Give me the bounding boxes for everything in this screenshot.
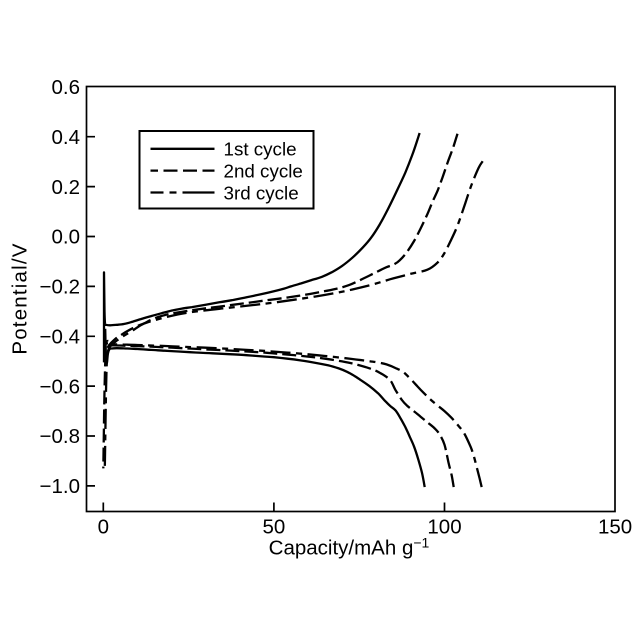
svg-text:−0.8: −0.8: [40, 425, 80, 448]
svg-text:0.6: 0.6: [52, 76, 81, 99]
svg-text:0.0: 0.0: [52, 226, 81, 249]
svg-text:50: 50: [262, 516, 285, 539]
svg-text:1st cycle: 1st cycle: [224, 139, 297, 160]
svg-text:100: 100: [427, 516, 461, 539]
svg-text:0: 0: [98, 516, 109, 539]
svg-text:0.4: 0.4: [52, 126, 81, 149]
svg-text:−0.6: −0.6: [40, 375, 80, 398]
svg-text:−0.4: −0.4: [40, 326, 80, 349]
svg-text:−1.0: −1.0: [40, 475, 80, 498]
svg-text:3rd cycle: 3rd cycle: [224, 182, 299, 203]
svg-text:150: 150: [598, 516, 632, 539]
svg-text:2nd cycle: 2nd cycle: [224, 161, 303, 182]
svg-text:Potential/V: Potential/V: [9, 242, 32, 354]
svg-text:0.2: 0.2: [52, 176, 81, 199]
svg-text:Capacity/mAh g−1: Capacity/mAh g−1: [269, 535, 430, 560]
svg-text:−0.2: −0.2: [40, 276, 80, 299]
